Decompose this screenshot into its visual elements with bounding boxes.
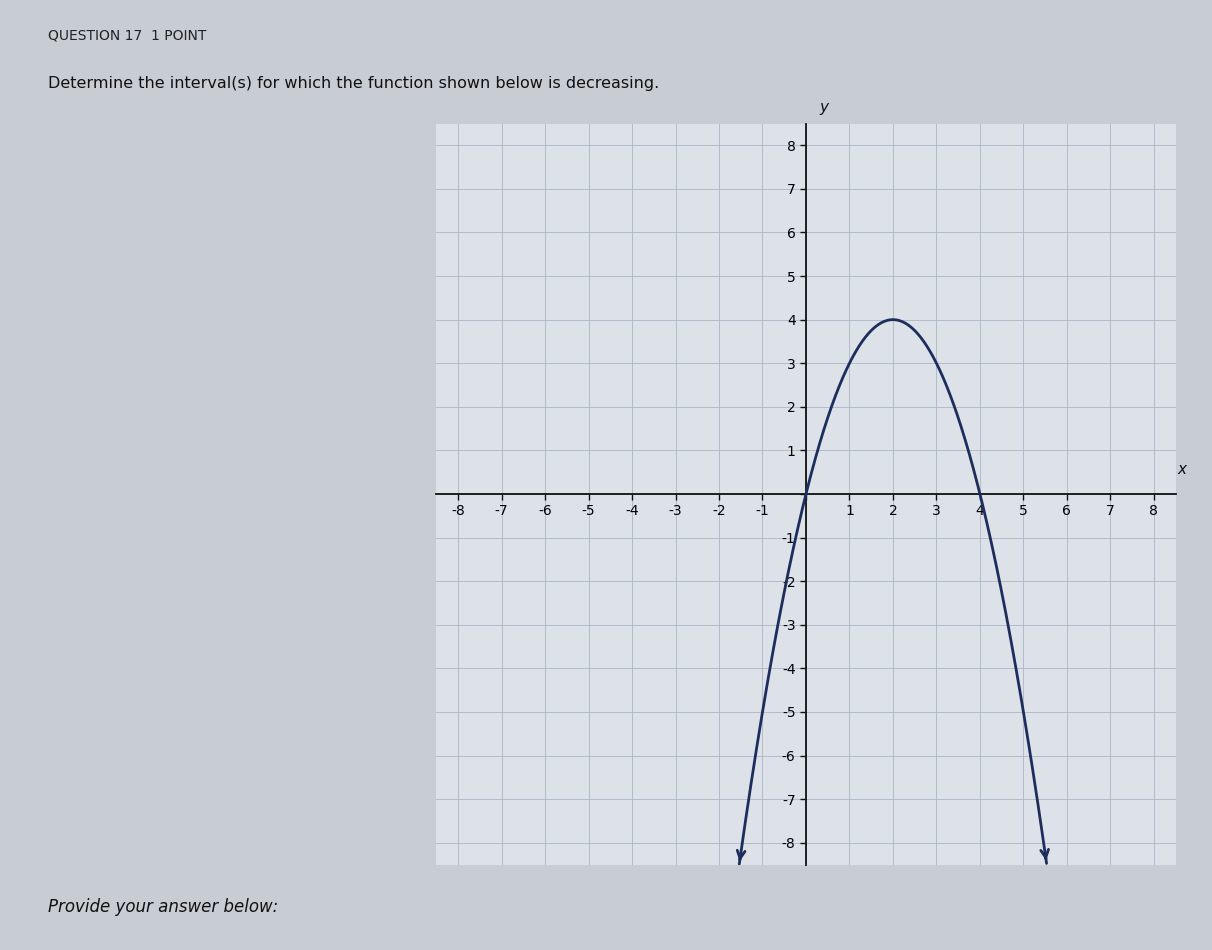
Text: Provide your answer below:: Provide your answer below: bbox=[48, 898, 279, 916]
Text: Determine the interval(s) for which the function shown below is decreasing.: Determine the interval(s) for which the … bbox=[48, 76, 659, 91]
Text: y: y bbox=[819, 100, 828, 115]
Text: QUESTION 17  1 POINT: QUESTION 17 1 POINT bbox=[48, 28, 207, 43]
Text: x: x bbox=[1178, 463, 1187, 478]
